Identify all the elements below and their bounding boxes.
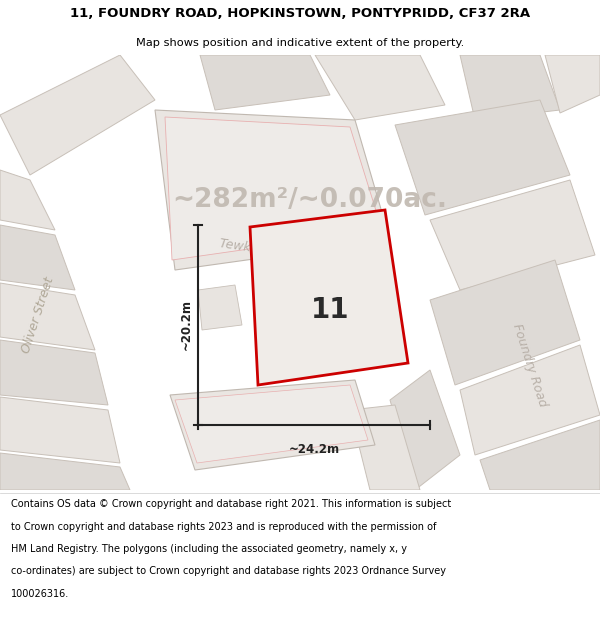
Polygon shape [200, 55, 330, 110]
Text: ~282m²/~0.070ac.: ~282m²/~0.070ac. [173, 187, 448, 213]
Polygon shape [0, 340, 108, 405]
Polygon shape [165, 117, 382, 260]
Polygon shape [155, 110, 390, 270]
Polygon shape [175, 385, 368, 463]
Polygon shape [430, 180, 595, 290]
Text: co-ordinates) are subject to Crown copyright and database rights 2023 Ordnance S: co-ordinates) are subject to Crown copyr… [11, 566, 446, 576]
Polygon shape [430, 260, 580, 385]
Polygon shape [350, 405, 420, 490]
Text: 11, FOUNDRY ROAD, HOPKINSTOWN, PONTYPRIDD, CF37 2RA: 11, FOUNDRY ROAD, HOPKINSTOWN, PONTYPRID… [70, 8, 530, 20]
Text: ~24.2m: ~24.2m [289, 443, 340, 456]
Polygon shape [390, 370, 460, 490]
Text: to Crown copyright and database rights 2023 and is reproduced with the permissio: to Crown copyright and database rights 2… [11, 522, 436, 532]
Polygon shape [315, 55, 445, 120]
Polygon shape [0, 170, 55, 230]
Polygon shape [395, 100, 570, 215]
Polygon shape [0, 283, 95, 350]
Text: 11: 11 [311, 296, 349, 324]
Text: Foundry Road: Foundry Road [511, 322, 550, 408]
Polygon shape [460, 55, 560, 120]
Text: Tewkebir Road: Tewkebir Road [219, 238, 311, 262]
Polygon shape [0, 453, 130, 490]
Polygon shape [0, 55, 155, 175]
Polygon shape [198, 285, 242, 330]
Polygon shape [460, 345, 600, 455]
Text: HM Land Registry. The polygons (including the associated geometry, namely x, y: HM Land Registry. The polygons (includin… [11, 544, 407, 554]
Polygon shape [0, 225, 75, 290]
Polygon shape [480, 420, 600, 490]
Polygon shape [170, 380, 375, 470]
Polygon shape [250, 210, 408, 385]
Text: Contains OS data © Crown copyright and database right 2021. This information is : Contains OS data © Crown copyright and d… [11, 499, 451, 509]
Text: Oliver Street: Oliver Street [20, 275, 56, 355]
Polygon shape [0, 397, 120, 463]
Text: Map shows position and indicative extent of the property.: Map shows position and indicative extent… [136, 38, 464, 48]
Polygon shape [545, 55, 600, 113]
Text: 100026316.: 100026316. [11, 589, 69, 599]
Text: ~20.2m: ~20.2m [179, 299, 193, 351]
